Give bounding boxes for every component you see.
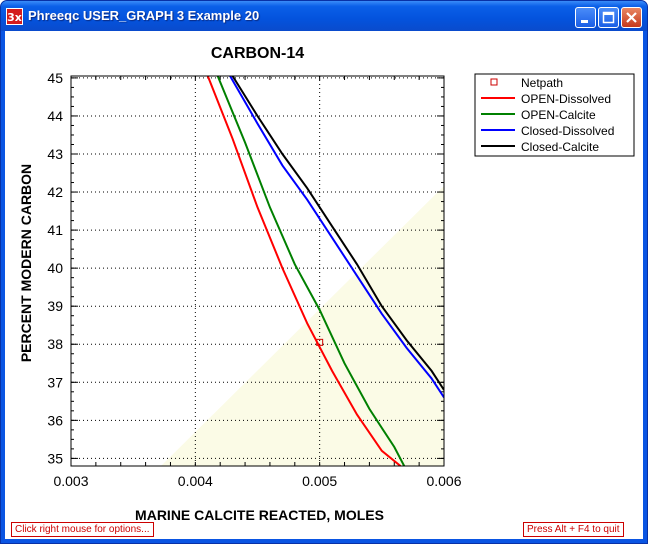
y-tick-label: 45 (47, 70, 63, 86)
y-tick-label: 39 (47, 298, 63, 314)
options-hint[interactable]: Click right mouse for options... (11, 522, 154, 537)
y-tick-label: 42 (47, 184, 63, 200)
x-axis-label: MARINE CALCITE REACTED, MOLES (135, 507, 384, 523)
legend-label-open-dissolved: OPEN-Dissolved (521, 92, 611, 106)
close-icon (626, 12, 637, 23)
y-axis-label: PERCENT MODERN CARBON (18, 164, 34, 362)
plot-frame (70, 75, 445, 467)
legend-label-netpath: Netpath (521, 76, 563, 90)
title-bar[interactable]: 3x Phreeqc USER_GRAPH 3 Example 20 (1, 1, 647, 31)
carbon-14-chart[interactable]: 0.003 0.004 0.005 0.006 35 36 37 38 39 40 41 42 43 44… (5, 31, 643, 539)
x-tick-label: 0.005 (302, 473, 337, 489)
open-calcite-line[interactable] (216, 76, 406, 466)
closed-dissolved-line[interactable] (229, 76, 444, 399)
app-icon[interactable]: 3x (6, 8, 23, 25)
y-tick-label: 38 (47, 336, 63, 352)
minimize-button[interactable] (575, 7, 596, 28)
graph-client-area[interactable]: 0.003 0.004 0.005 0.006 35 36 37 38 39 40 41 42 43 44… (5, 31, 643, 539)
y-tick-label: 43 (47, 146, 63, 162)
y-tick-label: 41 (47, 222, 63, 238)
closed-calcite-line[interactable] (231, 76, 444, 391)
maximize-icon (602, 11, 615, 24)
maximize-button[interactable] (598, 7, 619, 28)
minimize-icon (581, 20, 588, 23)
open-dissolved-line[interactable] (206, 76, 402, 466)
legend-label-closed-dissolved: Closed-Dissolved (521, 124, 614, 138)
y-tick-label: 35 (47, 450, 63, 466)
close-button[interactable] (621, 7, 642, 28)
window-title: Phreeqc USER_GRAPH 3 Example 20 (28, 8, 260, 23)
legend-swatch-netpath (490, 78, 498, 86)
x-tick-label: 0.006 (426, 473, 461, 489)
y-tick-label: 36 (47, 412, 63, 428)
x-tick-label: 0.004 (178, 473, 213, 489)
legend-label-closed-calcite: Closed-Calcite (521, 140, 599, 154)
quit-hint: Press Alt + F4 to quit (523, 522, 624, 537)
chart-title: CARBON-14 (211, 45, 304, 62)
x-tick-label: 0.003 (53, 473, 88, 489)
y-tick-label: 40 (47, 260, 63, 276)
plot-background-tint (161, 186, 444, 466)
y-tick-label: 44 (47, 108, 63, 124)
y-tick-label: 37 (47, 374, 63, 390)
legend-label-open-calcite: OPEN-Calcite (521, 108, 596, 122)
